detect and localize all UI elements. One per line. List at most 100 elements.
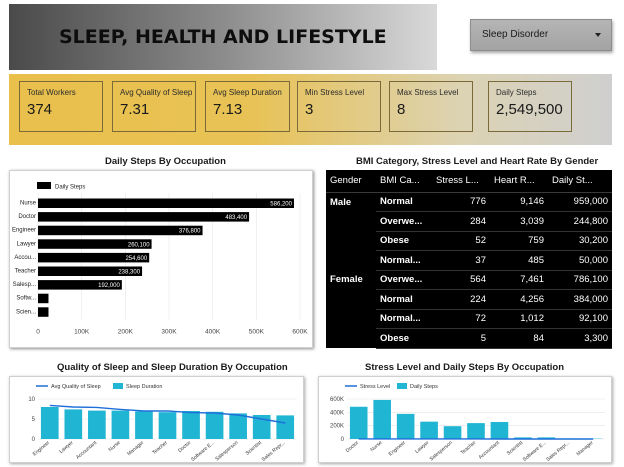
header-banner: SLEEP, HEALTH AND LIFESTYLE xyxy=(9,4,437,70)
bar xyxy=(420,421,438,439)
kpi-value: 7.31 xyxy=(120,101,150,118)
y-category-label: Nurse xyxy=(20,201,37,207)
bmi-cell: Overwe... xyxy=(376,211,432,232)
stress-cell: 224 xyxy=(432,289,490,310)
x-category-label: Accountant xyxy=(478,440,501,461)
bar xyxy=(276,415,295,439)
stress-cell: 37 xyxy=(432,250,490,271)
y-tick-label: 0 xyxy=(341,437,345,443)
x-tick-label: 300K xyxy=(161,328,177,335)
caret-down-icon[interactable] xyxy=(595,33,601,37)
bar xyxy=(373,399,391,439)
bar xyxy=(252,415,271,439)
heart-rate-cell: 3,039 xyxy=(490,211,548,232)
bmi-cell: Normal... xyxy=(376,250,432,271)
x-tick-label: 0 xyxy=(36,328,40,335)
column-header[interactable]: Stress L... xyxy=(432,170,490,193)
daily-steps-cell: 50,000 xyxy=(548,250,612,271)
y-tick-label: 600K xyxy=(330,397,344,403)
x-category-label: Manager xyxy=(576,440,595,457)
legend-label: Daily Steps xyxy=(55,185,85,191)
kpi-avg-quality-of-sleep: Avg Quality of Sleep 7.31 xyxy=(112,81,196,132)
legend-bar-swatch xyxy=(397,383,407,389)
table-row: Normal... 37 485 50,000 xyxy=(326,250,612,271)
column-header[interactable]: Gender xyxy=(326,170,376,193)
kpi-value: 2,549,500 xyxy=(496,101,563,118)
y-category-label: Scien... xyxy=(16,309,36,315)
bar xyxy=(537,437,556,439)
kpi-label: Avg Sleep Duration xyxy=(213,88,282,97)
daily-steps-cell: 30,200 xyxy=(548,231,612,251)
kpi-min-stress-level: Min Stress Level 3 xyxy=(297,81,381,132)
kpi-value: 8 xyxy=(397,101,406,118)
legend-label: Daily Steps xyxy=(410,384,438,390)
legend-label: Avg Quality of Sleep xyxy=(51,384,101,390)
bmi-cell: Obese xyxy=(376,328,432,349)
bar xyxy=(514,437,532,439)
x-category-label: Lawyer xyxy=(58,440,74,455)
bar-value-label: 238,300 xyxy=(118,270,140,276)
daily-steps-cell: 959,000 xyxy=(548,192,612,212)
daily-steps-cell: 3,300 xyxy=(548,328,612,349)
kpi-total-workers: Total Workers 374 xyxy=(19,81,103,132)
bar-value-label: 586,200 xyxy=(270,202,292,208)
x-tick-label: 400K xyxy=(205,328,221,335)
bar xyxy=(205,411,224,439)
y-tick-label: 400K xyxy=(330,410,344,416)
x-category-label: Sales Repr... xyxy=(545,440,571,463)
dropdown-label: Sleep Disorder xyxy=(482,29,549,40)
table-header-row: Gender BMI Ca... Stress L... Heart R... … xyxy=(326,170,612,193)
bar xyxy=(490,422,509,439)
x-tick-label: 500K xyxy=(249,328,265,335)
y-tick-label: 5 xyxy=(32,417,36,423)
bar xyxy=(38,293,49,304)
bar xyxy=(40,407,59,439)
x-category-label: Doctor xyxy=(345,440,360,454)
kpi-label: Total Workers xyxy=(27,88,76,97)
x-category-label: Nurse xyxy=(108,440,122,453)
daily-steps-by-occupation-chart: Daily Steps 0 100K 200K 300K 400K 500K 600K Nurs… xyxy=(9,170,313,348)
gender-cell: Male xyxy=(330,196,352,208)
table-title: BMI Category, Stress Level and Heart Rat… xyxy=(356,156,599,167)
kpi-avg-sleep-duration: Avg Sleep Duration 7.13 xyxy=(205,81,290,132)
column-header[interactable]: Daily St... xyxy=(548,170,612,193)
x-category-label: Scientist xyxy=(245,440,264,457)
table-row: Normal... 72 1,012 92,100 xyxy=(326,309,612,329)
bmi-table-panel: Gender BMI Ca... Stress L... Heart R... … xyxy=(326,170,612,349)
column-header[interactable]: Heart R... xyxy=(490,170,548,193)
bar xyxy=(88,410,106,439)
legend-label: Sleep Duration xyxy=(126,384,162,390)
daily-steps-cell: 384,000 xyxy=(548,289,612,310)
y-category-label: Lawyer xyxy=(17,241,36,247)
stress-cell: 564 xyxy=(432,270,490,290)
bmi-cell: Obese xyxy=(376,231,432,251)
stress-cell: 5 xyxy=(432,328,490,349)
x-category-label: Nurse xyxy=(369,440,383,453)
bar xyxy=(111,410,130,439)
bar xyxy=(64,409,83,439)
daily-steps-cell: 244,800 xyxy=(548,211,612,232)
column-header[interactable]: BMI Ca... xyxy=(376,170,432,193)
kpi-label: Min Stress Level xyxy=(305,88,365,97)
x-category-label: Engineer xyxy=(388,440,407,458)
table-row: Male Normal 776 9,146 959,000 xyxy=(326,192,612,212)
bar xyxy=(38,198,294,208)
x-tick-label: 600K xyxy=(292,328,308,335)
bar-chart-title: Daily Steps By Occupation xyxy=(105,156,226,167)
x-category-label: Teacher xyxy=(151,440,169,456)
x-category-label: Salesperson xyxy=(214,440,239,463)
y-category-label: Softw... xyxy=(16,296,36,302)
kpi-value: 374 xyxy=(27,101,53,118)
bmi-cell: Overwe... xyxy=(376,270,432,290)
sleep-disorder-filter-dropdown[interactable]: Sleep Disorder xyxy=(470,19,612,51)
x-category-label: Software E... xyxy=(522,440,548,463)
sleep-chart-svg: Avg Quality of Sleep Sleep Duration0510En… xyxy=(28,383,297,463)
y-category-label: Doctor xyxy=(18,214,36,220)
stress-chart-title: Stress Level and Daily Steps By Occupati… xyxy=(365,362,565,373)
table-row: Overwe... 284 3,039 244,800 xyxy=(326,211,612,232)
bmi-cell: Normal... xyxy=(376,309,432,329)
bmi-cell: Normal xyxy=(376,289,432,310)
heart-rate-cell: 759 xyxy=(490,231,548,251)
y-category-label: Teacher xyxy=(15,269,36,275)
bar xyxy=(38,225,203,236)
